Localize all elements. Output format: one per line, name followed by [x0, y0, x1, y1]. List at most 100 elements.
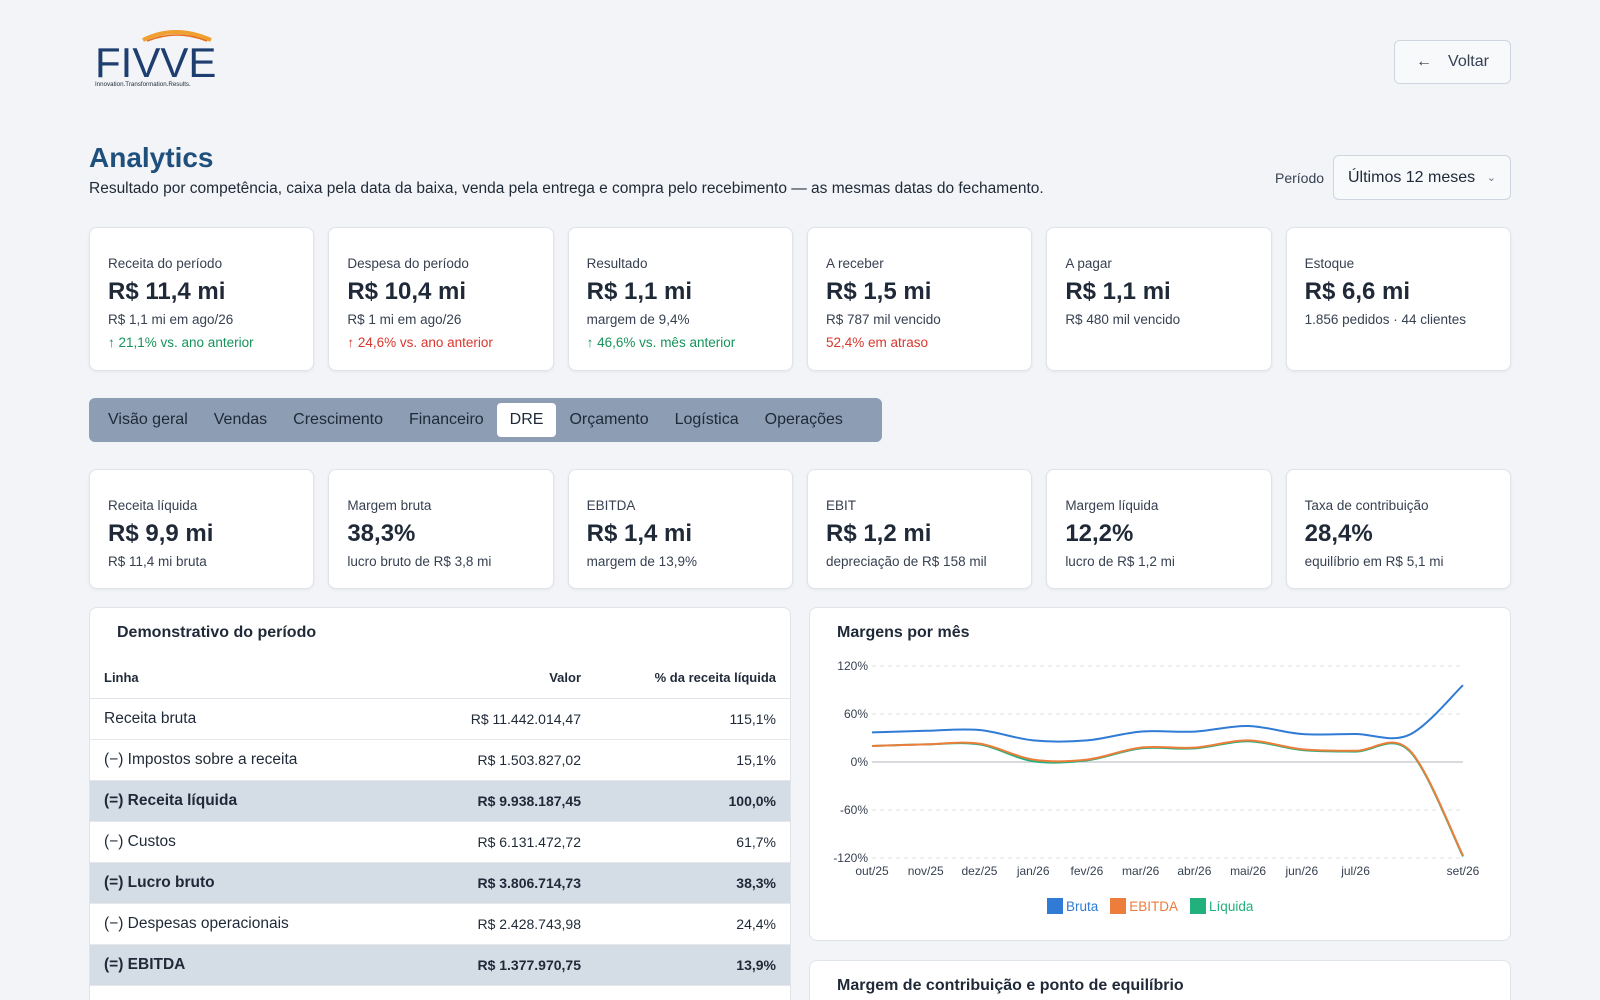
statement-panel: Demonstrativo do período Linha Valor % d…	[89, 607, 791, 1000]
kpi-subtext: equilíbrio em R$ 5,1 mi	[1304, 554, 1444, 569]
x-tick-label: jun/26	[1284, 864, 1318, 878]
row-line: (=) EBITDA	[90, 944, 401, 986]
contribution-title: Margem de contribuição e ponto de equilí…	[837, 977, 1184, 994]
back-button[interactable]: ← Voltar	[1394, 40, 1511, 84]
tab-financeiro[interactable]: Financeiro	[408, 411, 484, 428]
kpi-label: Estoque	[1304, 256, 1355, 271]
kpi-label: Taxa de contribuição	[1304, 498, 1429, 513]
chart-legend: Bruta EBITDA Líquida	[1047, 898, 1253, 914]
statement-title: Demonstrativo do período	[117, 624, 317, 641]
table-row: (=) Lucro bruto R$ 3.806.714,73 38,3%	[90, 862, 790, 904]
chart-title: Margens por mês	[837, 624, 970, 641]
x-tick-label: dez/25	[961, 864, 997, 878]
tab-bar: Visão geral Vendas Crescimento Financeiro DR…	[89, 398, 882, 442]
series-line-bruta[interactable]	[871, 684, 1464, 743]
tab-logística[interactable]: Logística	[674, 411, 739, 428]
margins-chart: 120% 60% 0% -60% -120%out/25 nov/25 dez/25 jan/…	[833, 659, 1480, 878]
table-row: (−) Impostos sobre a receita R$ 1.503.827…	[90, 739, 790, 781]
kpi-trend: 52,4% em atraso	[825, 335, 929, 350]
kpi-value: R$ 11,4 mi	[108, 278, 226, 305]
tab-crescimento[interactable]: Crescimento	[293, 411, 383, 428]
kpi-label: EBIT	[825, 498, 856, 513]
legend-item[interactable]: EBITDA	[1110, 898, 1178, 914]
series-line-ebitda[interactable]	[871, 739, 1464, 857]
kpi-value: R$ 1,4 mi	[586, 520, 693, 547]
x-tick-label: jul/26	[1340, 864, 1370, 878]
tab-orçamento[interactable]: Orçamento	[569, 411, 649, 428]
row-value: R$ 3.806.714,73	[400, 862, 595, 904]
y-tick-label: -120%	[833, 851, 868, 865]
legend-label: EBITDA	[1129, 898, 1179, 914]
kpi-subtext: margem de 13,9%	[586, 554, 697, 569]
kpi-trend	[1065, 335, 1252, 355]
column-header-pct[interactable]: % da receita líquida	[595, 658, 790, 699]
kpi-subtext: lucro de R$ 1,2 mi	[1065, 554, 1175, 569]
period-select[interactable]: Últimos 12 meses ⌄	[1333, 155, 1511, 200]
statement-table: Linha Valor % da receita líquida Receita…	[90, 658, 790, 986]
x-tick-label: mai/26	[1230, 864, 1266, 878]
legend-swatch	[1110, 898, 1127, 914]
x-tick-label: set/26	[1447, 864, 1480, 878]
legend-item[interactable]: Líquida	[1190, 898, 1253, 914]
kpi-value: 12,2%	[1065, 520, 1134, 547]
row-line: Receita bruta	[90, 698, 401, 740]
kpi-trend: ↑ 46,6% vs. mês anterior	[586, 335, 736, 350]
x-tick-label: abr/26	[1177, 864, 1211, 878]
kpi-row: Receita do período R$ 11,4 mi R$ 1,1 mi em…	[89, 227, 1511, 371]
kpi-value: 38,3%	[347, 520, 416, 547]
svg-text:FIVVE: FIVVE	[95, 39, 216, 86]
row-value: R$ 1.377.970,75	[400, 944, 595, 986]
kpi-subtext: R$ 787 mil vencido	[825, 312, 941, 327]
kpi-label: A pagar	[1065, 256, 1112, 271]
table-row: Receita bruta R$ 11.442.014,47 115,1%	[90, 698, 790, 740]
tab-operações[interactable]: Operações	[764, 411, 843, 428]
row-line: (−) Despesas operacionais	[90, 903, 401, 945]
page-subtitle: Resultado por competência, caixa pela da…	[89, 180, 1044, 197]
kpi-label: Receita líquida	[108, 498, 198, 513]
dre-kpi-card: EBIT R$ 1,2 mi depreciação de R$ 158 mil	[806, 469, 1033, 589]
kpi-subtext: R$ 1,1 mi em ago/26	[108, 312, 234, 327]
row-pct: 100,0%	[595, 780, 790, 822]
kpi-subtext: 1.856 pedidos · 44 clientes	[1304, 312, 1467, 327]
y-tick-label: 60%	[844, 707, 868, 721]
svg-text:Innovation.Transformation.Resu: Innovation.Transformation.Results.	[95, 81, 191, 88]
column-header-line[interactable]: Linha	[90, 658, 401, 699]
legend-label: Bruta	[1066, 898, 1099, 914]
kpi-subtext: R$ 1 mi em ago/26	[347, 312, 462, 327]
legend-item[interactable]: Bruta	[1047, 898, 1098, 914]
kpi-value: R$ 1,2 mi	[825, 520, 932, 547]
row-line: (=) Lucro bruto	[90, 862, 401, 904]
page-title: Analytics	[89, 142, 214, 173]
kpi-label: EBITDA	[586, 498, 636, 513]
tab-vendas[interactable]: Vendas	[213, 411, 268, 428]
kpi-value: R$ 1,5 mi	[825, 278, 932, 305]
kpi-subtext: R$ 11,4 mi bruta	[108, 554, 207, 569]
row-pct: 13,9%	[595, 944, 790, 986]
kpi-trend: ↑ 21,1% vs. ano anterior	[108, 335, 254, 350]
tab-dre[interactable]: DRE	[496, 403, 557, 437]
row-value: R$ 6.131.472,72	[400, 821, 595, 863]
row-pct: 15,1%	[595, 739, 790, 781]
series-line-líquida[interactable]	[871, 740, 1464, 857]
tab-visão-geral[interactable]: Visão geral	[108, 411, 188, 428]
row-pct: 115,1%	[595, 698, 790, 740]
row-value: R$ 1.503.827,02	[400, 739, 595, 781]
back-label: Voltar	[1448, 53, 1489, 70]
row-line: (=) Receita líquida	[90, 780, 401, 822]
row-pct: 24,4%	[595, 903, 790, 945]
column-header-value[interactable]: Valor	[400, 658, 595, 699]
x-tick-label: fev/26	[1071, 864, 1104, 878]
chevron-down-icon: ⌄	[1486, 172, 1496, 184]
kpi-label: Despesa do período	[347, 256, 469, 271]
kpi-value: R$ 1,1 mi	[586, 278, 693, 305]
kpi-label: Margem líquida	[1065, 498, 1159, 513]
kpi-label: Margem bruta	[347, 498, 432, 513]
kpi-subtext: margem de 9,4%	[586, 312, 690, 327]
row-value: R$ 11.442.014,47	[400, 698, 595, 740]
kpi-value: R$ 6,6 mi	[1304, 278, 1411, 305]
contribution-panel: Margem de contribuição e ponto de equilí…	[809, 960, 1511, 1000]
y-tick-label: -60%	[840, 803, 868, 817]
table-row: (=) Receita líquida R$ 9.938.187,45 100,0%	[90, 780, 790, 822]
fivve-logo[interactable]: FIVVE Innovation.Transformation.Results.	[95, 26, 217, 88]
row-line: (−) Custos	[90, 821, 401, 863]
